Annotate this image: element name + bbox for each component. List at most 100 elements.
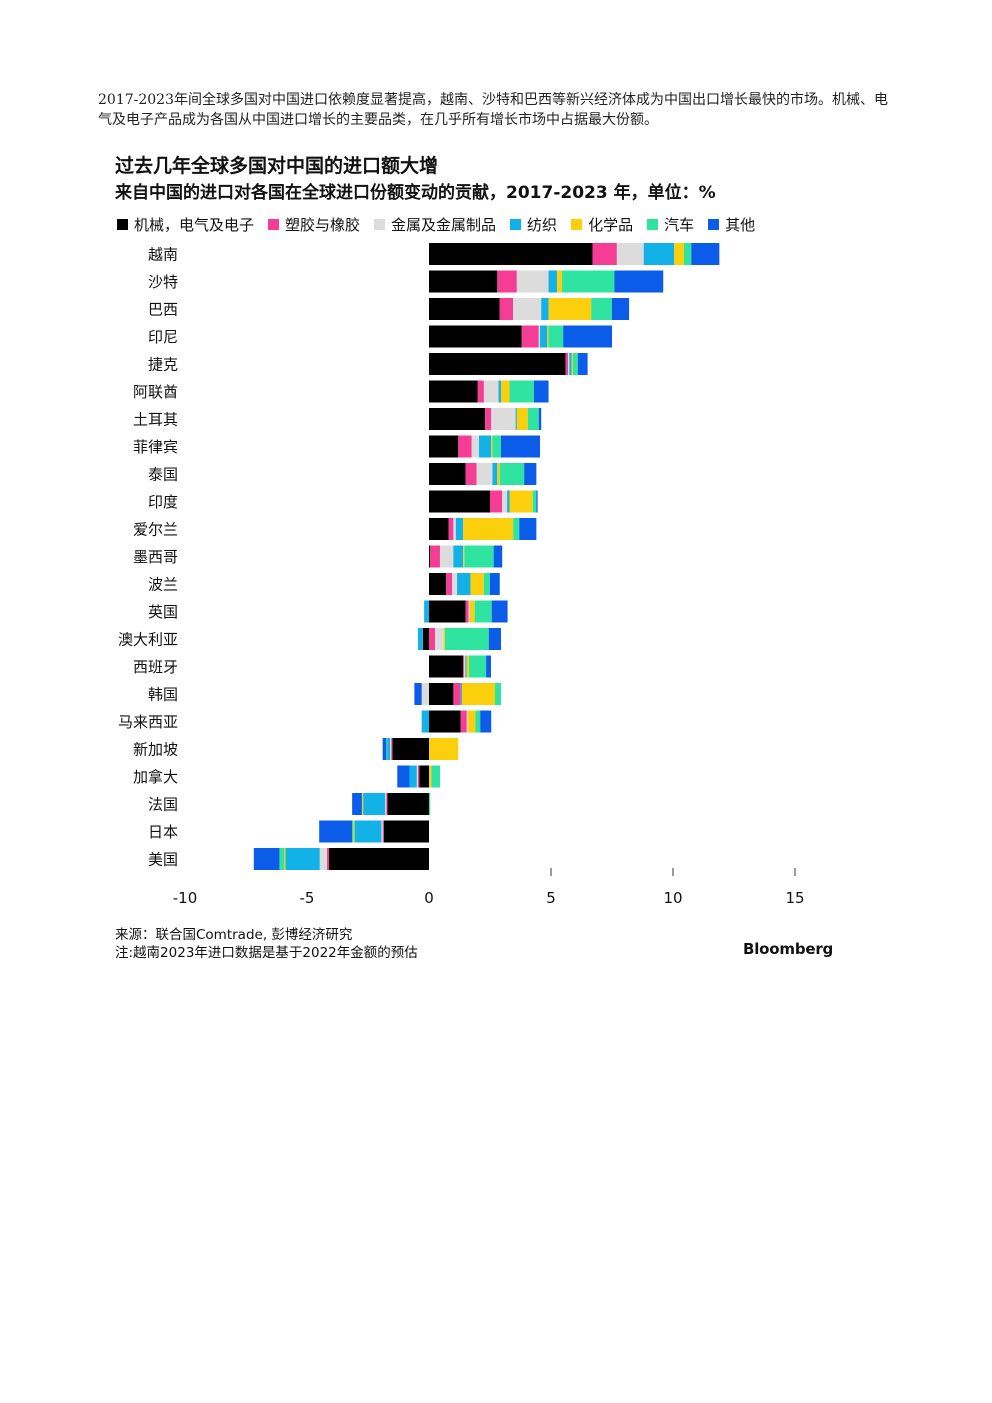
bar-segment xyxy=(483,573,490,595)
bar-segment xyxy=(382,738,387,760)
bar-segment xyxy=(328,848,429,870)
bar-segment xyxy=(279,848,285,870)
bar-segment xyxy=(429,518,449,540)
bar-segment xyxy=(500,380,510,403)
bar-segment xyxy=(515,408,517,430)
stacked-bar-chart: 越南沙特巴西印尼捷克阿联酋土耳其菲律宾泰国印度爱尔兰墨西哥波兰英国澳大利亚西班牙… xyxy=(118,243,805,907)
bar-segment xyxy=(363,793,386,815)
source-line: 来源：联合国Comtrade, 彭博经济研究 xyxy=(115,927,353,943)
bar-segment xyxy=(418,765,420,788)
bar-segment xyxy=(507,490,510,513)
bar-segment xyxy=(353,820,355,843)
legend-swatch xyxy=(708,219,720,230)
bar-segment xyxy=(386,793,388,815)
legend-item: 纺织 xyxy=(510,214,557,235)
bar-segment xyxy=(429,270,498,293)
bar-segment xyxy=(385,793,387,815)
bar-segment xyxy=(352,820,354,843)
legend-item: 化学品 xyxy=(571,214,633,235)
bar-segment xyxy=(253,848,280,870)
category-label: 墨西哥 xyxy=(133,548,178,566)
bar-segment xyxy=(465,655,467,678)
category-label: 阿联酋 xyxy=(133,383,178,401)
bar-segment xyxy=(516,408,528,430)
bar-segment xyxy=(429,738,459,760)
category-label: 印尼 xyxy=(148,328,178,346)
legend-item: 金属及金属制品 xyxy=(374,214,496,235)
bar-segment xyxy=(502,490,508,513)
bar-segment xyxy=(592,243,617,265)
legend-swatch xyxy=(510,219,522,230)
bar-segment xyxy=(476,463,493,485)
bar-segment xyxy=(480,710,492,733)
bar-segment xyxy=(548,298,592,320)
bar-segment xyxy=(474,600,492,623)
bar-segment xyxy=(509,380,534,403)
bar-segment xyxy=(429,655,464,678)
bar-segment xyxy=(491,435,493,458)
bar-segment xyxy=(429,380,478,403)
bar-segment xyxy=(422,628,429,650)
bar-segment xyxy=(382,820,384,843)
category-label: 菲律宾 xyxy=(133,438,178,456)
bar-segment xyxy=(513,298,542,320)
bar-segment xyxy=(429,325,522,348)
bar-segment xyxy=(465,600,469,623)
bar-segment xyxy=(527,408,539,430)
bar-segment xyxy=(429,408,486,430)
bar-segment xyxy=(548,270,558,293)
bar-segment xyxy=(429,435,459,458)
bar-segment xyxy=(561,270,615,293)
bar-segment xyxy=(497,463,500,485)
bar-segment xyxy=(691,243,720,265)
chart-title: 过去几年全球多国对中国的进口额大增 xyxy=(115,155,439,177)
bar-segment xyxy=(519,518,537,540)
bar-segment xyxy=(490,573,500,595)
category-label: 沙特 xyxy=(148,273,178,291)
legend-item: 其他 xyxy=(708,214,755,235)
bar-segment xyxy=(464,655,466,678)
bar-segment xyxy=(521,325,539,348)
bar-segment xyxy=(479,435,492,458)
bar-segment xyxy=(430,545,440,568)
bar-segment xyxy=(429,545,431,568)
category-label: 新加坡 xyxy=(133,741,178,759)
bar-segment xyxy=(463,545,465,568)
legend-label: 汽车 xyxy=(664,216,695,234)
legend-label: 其他 xyxy=(725,216,756,234)
chart-subtitle: 来自中国的进口对各国在全球进口份额变动的贡献，2017-2023 年，单位：% xyxy=(115,183,716,203)
legend-label: 纺织 xyxy=(527,216,558,234)
bar-segment xyxy=(614,270,664,293)
bar-segment xyxy=(352,793,362,815)
bar-segment xyxy=(468,600,470,623)
bar-segment xyxy=(500,435,541,458)
bar-segment xyxy=(488,628,501,650)
chart-legend: 机械，电气及电子 塑胶与橡胶 金属及金属制品 纺织 化学品 汽车 其他 xyxy=(117,214,769,235)
bar-segment xyxy=(466,655,470,678)
source-note: 来源：联合国Comtrade, 彭博经济研究 注:越南2023年进口数据是基于2… xyxy=(115,926,418,962)
bar-segment xyxy=(493,545,503,568)
legend-item: 汽车 xyxy=(647,214,694,235)
bar-segment xyxy=(439,545,454,568)
bar-segment xyxy=(492,463,498,485)
bar-segment xyxy=(444,628,489,650)
bar-segment xyxy=(429,490,490,513)
category-label: 法国 xyxy=(148,796,178,814)
bar-segment xyxy=(536,490,538,513)
category-label: 泰国 xyxy=(148,466,178,484)
bar-segment xyxy=(461,683,495,705)
bar-segment xyxy=(674,243,684,265)
bar-segment xyxy=(319,848,328,870)
bar-segment xyxy=(591,298,612,320)
bar-segment xyxy=(491,408,516,430)
bar-segment xyxy=(392,738,429,760)
bloomberg-logo: Bloomberg xyxy=(743,940,834,958)
category-label: 马来西亚 xyxy=(118,713,178,731)
bar-segment xyxy=(532,490,537,513)
bar-segment xyxy=(429,298,500,320)
bar-segment xyxy=(475,710,481,733)
bar-segment xyxy=(455,518,464,540)
bar-segment xyxy=(409,765,417,788)
category-label: 越南 xyxy=(148,246,178,264)
bar-segment xyxy=(643,243,675,265)
